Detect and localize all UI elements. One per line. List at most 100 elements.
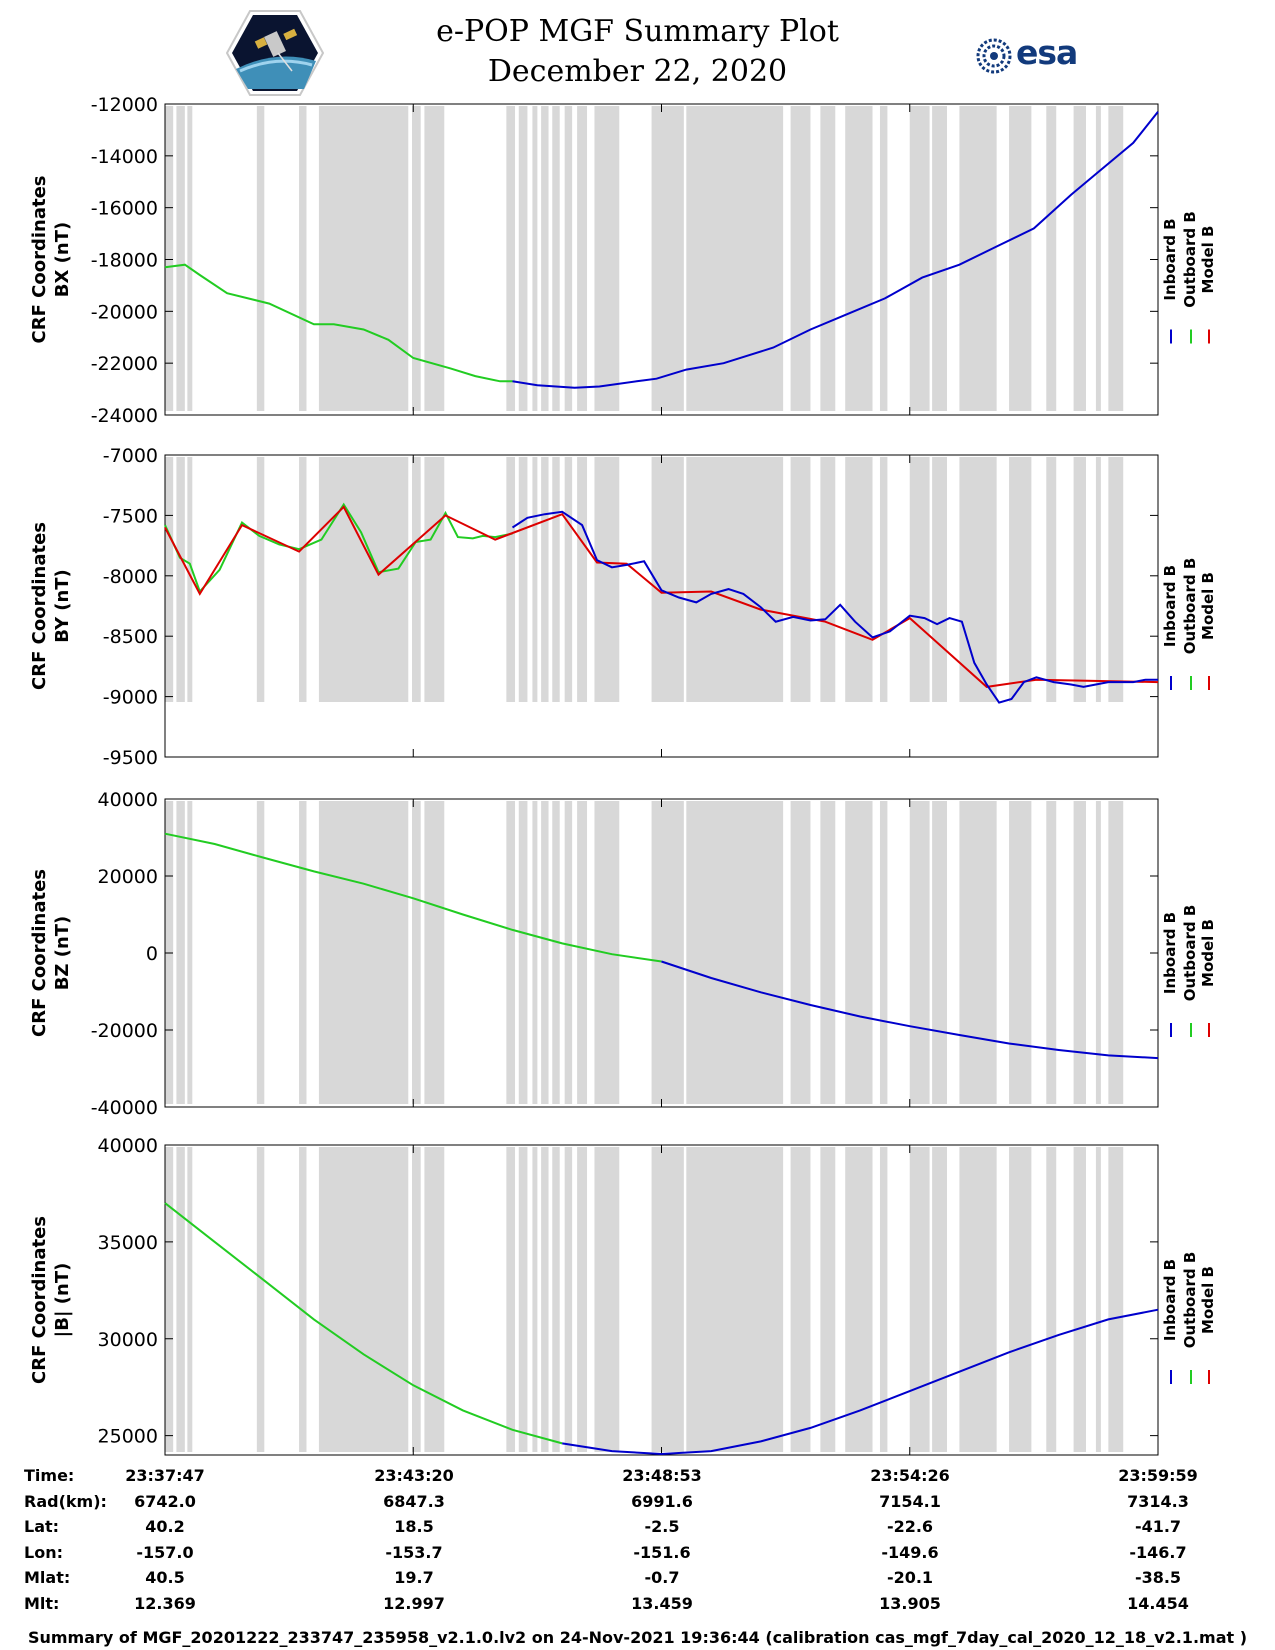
gap-region — [1108, 457, 1124, 702]
gap-region — [594, 106, 620, 411]
y-tick-label: -40000 — [91, 1097, 158, 1119]
info-cell: -146.7 — [1129, 1542, 1187, 1562]
legend-label-model-b: Model B — [1199, 1266, 1217, 1334]
gap-region — [577, 457, 588, 702]
panel-2: -7000 -7500 -8000 -8500 -9000 -9500 CRF Coordi… — [29, 445, 1217, 769]
gap-region — [318, 801, 409, 1104]
info-cell: -151.6 — [633, 1542, 691, 1562]
gap-region — [299, 457, 307, 702]
gap-region — [909, 801, 930, 1104]
gap-region — [564, 1147, 573, 1452]
y-axis-label: CRF Coordinates — [29, 869, 50, 1037]
gap-region — [506, 801, 516, 1104]
legend-label-inboard-b: Inboard B — [1161, 218, 1179, 300]
y-tick-label: 20000 — [98, 866, 158, 888]
gap-region — [176, 106, 185, 411]
plot-title: e-POP MGF Summary Plot — [436, 14, 839, 49]
esa-logo: esa — [972, 33, 1092, 76]
series-line-inboard-b — [562, 1308, 1159, 1456]
info-cell: 6991.6 — [631, 1491, 693, 1511]
info-cell: -149.6 — [881, 1542, 939, 1562]
legend-label-inboard-b: Inboard B — [1161, 1259, 1179, 1341]
gap-region — [651, 106, 684, 411]
gap-region — [187, 1147, 193, 1452]
y-tick-label: -20000 — [91, 1020, 158, 1042]
info-cell: 19.7 — [394, 1568, 434, 1587]
gap-region — [845, 106, 873, 411]
gap-region — [1009, 1147, 1032, 1452]
info-cell: 23:37:47 — [125, 1466, 205, 1485]
legend-label-model-b: Model B — [1199, 226, 1217, 294]
y-axis-unit-label: BX (nT) — [52, 222, 73, 297]
series-line-outboard-b — [164, 263, 513, 383]
series-line-inboard-b — [512, 111, 1159, 389]
gap-region — [506, 457, 516, 702]
info-cell: -41.7 — [1134, 1517, 1182, 1536]
legend-label-model-b: Model B — [1199, 572, 1217, 640]
gap-region — [412, 1147, 421, 1452]
y-tick-label: -18000 — [91, 250, 158, 272]
gap-region — [506, 1147, 516, 1452]
gap-region — [299, 801, 307, 1104]
y-tick-label: 0 — [146, 943, 158, 965]
y-tick-label: -20000 — [91, 301, 158, 323]
gap-region — [845, 1147, 873, 1452]
gap-region — [1108, 1147, 1124, 1452]
gap-region — [318, 106, 409, 411]
legend-label-model-b: Model B — [1199, 919, 1217, 987]
info-row-label: Lat: — [24, 1517, 60, 1536]
gap-region — [1108, 106, 1124, 411]
gap-region — [1073, 106, 1087, 411]
y-axis-unit-label: BZ (nT) — [52, 916, 73, 991]
y-tick-label: 40000 — [98, 789, 158, 811]
gap-region — [594, 457, 620, 702]
gap-region — [909, 457, 930, 702]
gap-region — [552, 106, 560, 411]
info-cell: 12.369 — [134, 1593, 196, 1613]
gap-region — [790, 457, 811, 702]
gap-region — [187, 106, 193, 411]
plot-date: December 22, 2020 — [487, 54, 788, 89]
info-row-label: Rad(km): — [24, 1491, 107, 1511]
gap-region — [165, 106, 174, 411]
gap-region — [518, 801, 528, 1104]
gap-region — [256, 801, 265, 1104]
gap-region — [651, 457, 684, 702]
gap-region — [176, 457, 185, 702]
info-cell: -20.1 — [886, 1568, 934, 1587]
gap-region — [1108, 801, 1124, 1104]
info-cell: 18.5 — [394, 1517, 434, 1536]
info-cell: 23:43:20 — [374, 1466, 454, 1485]
gap-region — [564, 106, 573, 411]
y-tick-label: 30000 — [98, 1329, 158, 1351]
y-tick-label: -12000 — [91, 94, 158, 116]
info-cell: 12.997 — [383, 1593, 445, 1613]
gap-region — [1073, 1147, 1087, 1452]
legend-label-outboard-b: Outboard B — [1181, 1252, 1199, 1349]
gap-region — [552, 1147, 560, 1452]
y-tick-label: 40000 — [98, 1135, 158, 1157]
gap-region — [412, 801, 421, 1104]
gap-region — [1009, 106, 1032, 411]
gap-region — [299, 106, 307, 411]
esa-logo-text: esa — [1016, 33, 1078, 72]
gap-region — [1073, 801, 1087, 1104]
info-cell: 14.454 — [1127, 1593, 1189, 1613]
y-axis-label: CRF Coordinates — [29, 176, 50, 344]
gap-region — [256, 106, 265, 411]
gap-region — [577, 1147, 588, 1452]
info-cell: 23:59:59 — [1118, 1466, 1198, 1485]
gap-region — [424, 106, 445, 411]
y-tick-label: -16000 — [91, 198, 158, 220]
gap-region — [518, 457, 528, 702]
series-line-inboard-b — [661, 960, 1159, 1060]
gap-region — [932, 801, 947, 1104]
gap-region — [879, 801, 888, 1104]
gap-region — [686, 106, 784, 411]
gap-region — [532, 106, 538, 411]
info-cell: 40.2 — [145, 1517, 185, 1536]
legend-label-outboard-b: Outboard B — [1181, 905, 1199, 1002]
y-axis-unit-label: |B| (nT) — [52, 1263, 73, 1338]
gap-region — [532, 801, 538, 1104]
info-cell: -2.5 — [644, 1517, 680, 1536]
